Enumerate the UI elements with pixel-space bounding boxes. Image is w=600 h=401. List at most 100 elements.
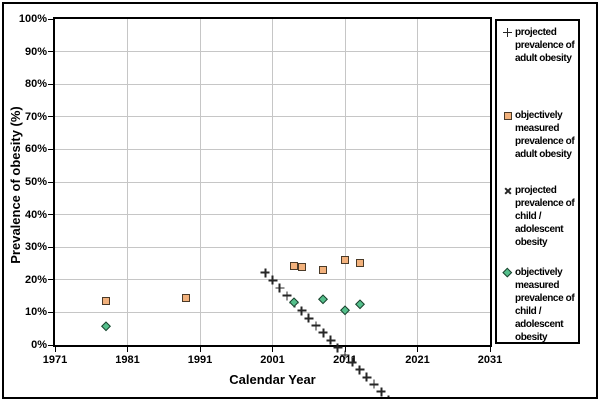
y-tick-label: 40% [24,208,47,221]
y-axis-tick [48,279,53,281]
data-point-square [181,294,190,303]
x-tick-label: 2031 [477,354,503,366]
legend-entry-label: projected prevalence of child / adolescent o… [514,184,575,249]
y-tick-label: 90% [24,45,47,58]
gridline-vertical [199,19,201,345]
data-point-diamond [318,294,328,304]
legend-entry-line: obesity [515,237,548,248]
data-point-plus [304,313,314,323]
y-tick-label: 0% [31,339,47,351]
x-tick-label: 1991 [187,354,213,366]
legend-marker-column [501,184,514,197]
y-axis-tick [48,148,53,150]
data-point-square [355,258,364,267]
x-axis-tick [417,347,418,352]
x-axis-title: Calendar Year [229,372,316,387]
x-axis-tick [199,347,201,352]
y-tick-label: 20% [24,273,47,286]
y-tick-label: 60% [24,143,47,156]
legend-entry-line: child / [515,211,542,222]
legend-entry-line: adult obesity [515,53,572,64]
legend-entry-label: objectively measured prevalence of child / a… [514,266,575,344]
y-tick-label: 10% [24,306,47,319]
data-point-plus [268,275,277,285]
y-axis-tick [48,214,53,216]
gridline-vertical [272,19,273,345]
legend-entry: projected prevalence of adult obesity [501,26,577,65]
x-tick-label: 2021 [405,354,430,366]
data-point-plus [347,357,357,367]
y-tick-label: 70% [24,110,47,123]
y-tick-label: 30% [24,241,47,254]
data-point-diamond [340,305,350,315]
legend-entry-line: prevalence of [515,198,575,209]
legend-entry-label: objectively measured prevalence of adult ob… [514,109,575,161]
legend-entry-line: obesity [515,332,548,343]
data-point-plus [340,350,350,360]
y-tick-label: 50% [24,176,47,188]
legend-entry-line: projected [515,185,557,196]
data-point-plus [311,321,321,331]
data-point-plus [369,379,379,389]
y-axis-tick [48,18,53,20]
legend-cross-marker [502,185,513,196]
gridline-vertical [127,19,128,345]
data-point-square [319,266,328,275]
legend-entry-line: prevalence of [515,293,575,304]
gridline-vertical [344,19,346,345]
legend-entry-line: objectively [515,110,563,121]
x-axis-tick [54,347,56,352]
x-axis-tick [489,347,491,352]
legend-entry: objectively measured prevalence of adult ob… [501,109,577,161]
legend-entry-line: adult obesity [515,149,572,160]
data-point-plus [282,291,292,301]
data-point-plus [318,328,328,338]
legend-entry-line: adolescent [515,319,564,330]
legend-entry-line: measured [515,280,560,291]
legend-entry-line: projected [515,27,557,38]
data-point-square [341,255,349,264]
y-axis-tick [48,181,53,183]
y-axis-tick [48,344,53,346]
data-point-plus [384,395,393,397]
legend-entry-line: prevalence of [515,136,575,147]
x-tick-label: 2001 [260,354,285,366]
y-axis-tick [48,311,53,313]
legend-diamond-marker [502,267,513,278]
legend-marker-column [501,26,514,39]
data-point-diamond [354,299,365,309]
data-point-plus [333,343,343,353]
legend-entry-line: measured [515,123,560,134]
legend-marker-column [501,266,514,279]
data-point-plus [275,283,285,293]
legend-marker-column [501,109,514,122]
data-point-plus [326,335,335,345]
gridline-vertical [417,19,418,345]
data-point-square [297,263,306,272]
legend: projected prevalence of adult obesity objec… [495,19,580,344]
x-axis-tick [344,347,346,352]
x-axis-tick [127,347,128,352]
x-tick-label: 1971 [42,354,68,366]
data-point-plus [260,268,270,278]
y-tick-label: 80% [24,78,47,91]
y-tick-label: 100% [18,13,47,25]
legend-entry-line: adolescent [515,224,564,235]
y-axis-tick [48,246,53,248]
legend-entry: objectively measured prevalence of child / a… [501,266,577,344]
y-axis-tick [48,51,53,53]
data-point-plus [297,306,306,316]
plot-layer: 0% 10% 20% 30% 40% 50% 60% 70% 80% 90% 100% 1971 198… [4,4,596,397]
x-axis-tick [272,347,273,352]
legend-plus-marker [503,28,512,37]
legend-entry-line: objectively [515,267,563,278]
y-axis-tick [48,83,53,85]
x-tick-label: 1981 [115,354,140,366]
legend-entry: projected prevalence of child / adolescent o… [501,184,577,249]
legend-entry-label: projected prevalence of adult obesity [514,26,575,65]
data-point-plus [376,387,386,397]
legend-square-marker [503,111,512,120]
data-point-plus [362,372,372,382]
data-point-plus [355,365,364,375]
data-point-diamond [101,321,111,331]
